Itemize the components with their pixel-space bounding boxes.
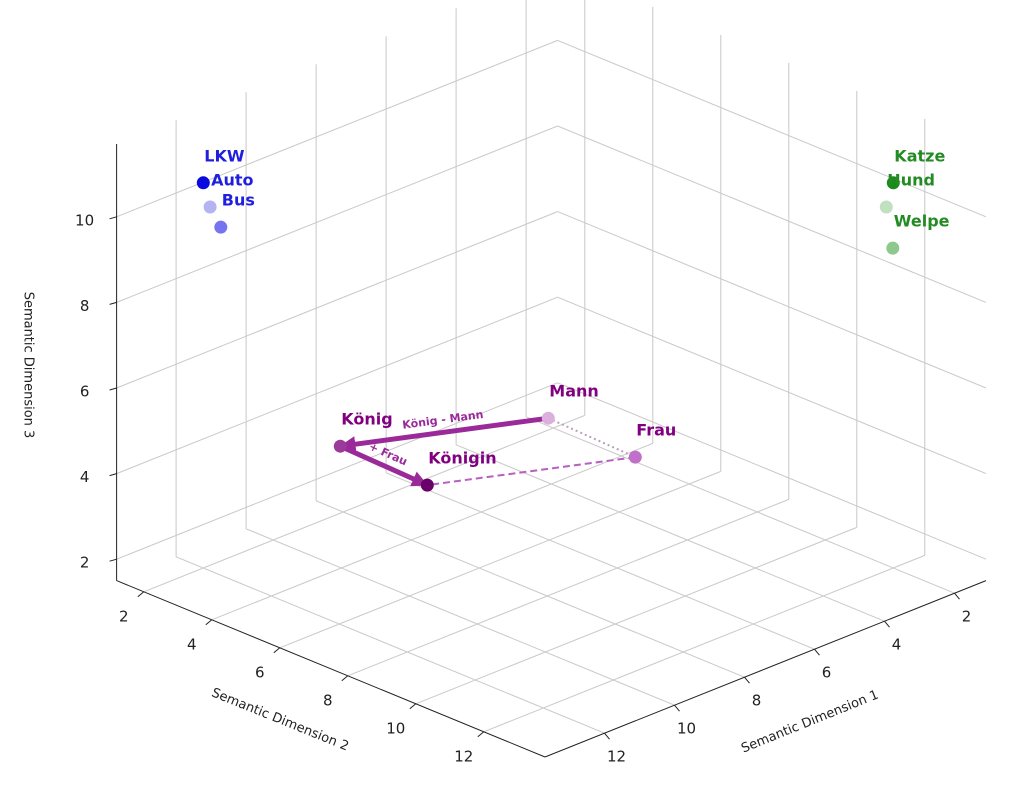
- point-label: Frau: [636, 421, 676, 440]
- link-line: [547, 417, 636, 459]
- grid-line: [116, 382, 558, 560]
- grid-line: [315, 500, 745, 678]
- point: [628, 450, 642, 464]
- point-label: Hund: [887, 171, 935, 190]
- grid-line: [525, 416, 955, 594]
- grid-line: [415, 526, 857, 705]
- grid-line: [279, 470, 721, 649]
- grid-line: [175, 556, 605, 734]
- grid-line: [116, 125, 558, 303]
- tick-mark: [137, 591, 145, 598]
- arrow: [339, 443, 429, 487]
- point: [196, 176, 210, 190]
- tick-mark: [109, 387, 117, 391]
- grid-line: [245, 528, 675, 706]
- tick-mark: [273, 647, 281, 654]
- tick-mark: [109, 473, 117, 477]
- point-label: Katze: [894, 146, 945, 165]
- grid-line: [557, 125, 987, 303]
- grid-line: [557, 296, 987, 475]
- grid-line: [385, 472, 815, 650]
- y-tick-label: 2: [119, 607, 129, 625]
- point-label: Welpe: [894, 212, 950, 231]
- grid-line: [211, 442, 653, 621]
- grid-line: [347, 498, 789, 677]
- point: [886, 241, 900, 255]
- z-tick-label: 6: [80, 383, 90, 401]
- x-tick-label: 4: [892, 636, 902, 654]
- point: [541, 411, 555, 425]
- point-label: Königin: [428, 449, 496, 468]
- point: [214, 220, 228, 234]
- point: [886, 176, 900, 190]
- grid-line: [116, 211, 558, 389]
- point: [333, 439, 347, 453]
- grid-line: [116, 39, 558, 218]
- z-axis-title: Semantic Dimension 3: [21, 292, 36, 439]
- point-label: LKW: [204, 146, 245, 165]
- grid-line: [557, 211, 987, 389]
- tick-mark: [205, 619, 213, 626]
- z-tick-label: 8: [80, 297, 90, 315]
- x-tick-label: 6: [822, 664, 832, 682]
- point: [420, 478, 434, 492]
- grid-line: [557, 382, 987, 560]
- x-axis: [544, 580, 987, 758]
- arrow: [339, 415, 549, 453]
- tick-mark: [109, 216, 117, 220]
- tick-mark: [409, 703, 417, 710]
- y-tick-label: 12: [454, 747, 473, 765]
- z-tick-label: 4: [80, 468, 90, 486]
- tick-mark: [884, 620, 890, 628]
- tick-mark: [814, 648, 820, 656]
- point-label: Bus: [222, 191, 255, 210]
- x-tick-label: 12: [607, 748, 626, 766]
- y-tick-label: 8: [323, 691, 333, 709]
- tick-mark: [744, 676, 750, 684]
- tick-mark: [341, 675, 349, 682]
- link-line: [427, 456, 636, 487]
- grid-line: [116, 296, 558, 475]
- y-tick-label: 6: [255, 663, 265, 681]
- x-tick-label: 2: [962, 608, 972, 626]
- x-tick-label: 8: [752, 692, 762, 710]
- grid-line: [483, 554, 925, 733]
- y-axis: [116, 580, 546, 758]
- grid-line: [143, 414, 585, 593]
- z-tick-label: 2: [80, 554, 90, 572]
- y-tick-label: 4: [187, 635, 197, 653]
- tick-mark: [109, 558, 117, 562]
- point-label: Mann: [549, 382, 599, 401]
- point: [203, 200, 217, 214]
- tick-mark: [604, 732, 610, 740]
- x-tick-label: 10: [677, 720, 696, 738]
- grid-line: [455, 444, 885, 622]
- point: [879, 200, 893, 214]
- point-label: König: [341, 410, 392, 429]
- arrow-label: + Frau: [367, 440, 409, 468]
- tick-mark: [109, 301, 117, 305]
- y-tick-label: 10: [386, 719, 405, 737]
- tick-mark: [954, 592, 960, 600]
- point-label: Auto: [211, 171, 253, 190]
- grid-line: [557, 39, 987, 218]
- tick-mark: [674, 704, 680, 712]
- z-tick-label: 10: [75, 211, 94, 229]
- tick-mark: [477, 731, 485, 738]
